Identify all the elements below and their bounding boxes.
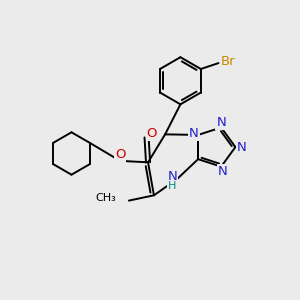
Text: N: N — [189, 127, 199, 140]
Text: N: N — [237, 141, 247, 154]
Text: CH₃: CH₃ — [96, 193, 116, 203]
Text: N: N — [218, 166, 227, 178]
Text: O: O — [147, 127, 157, 140]
Text: Br: Br — [220, 55, 235, 68]
Text: N: N — [168, 170, 177, 183]
Text: O: O — [115, 148, 125, 161]
Text: N: N — [216, 116, 226, 129]
Text: H: H — [168, 181, 177, 191]
